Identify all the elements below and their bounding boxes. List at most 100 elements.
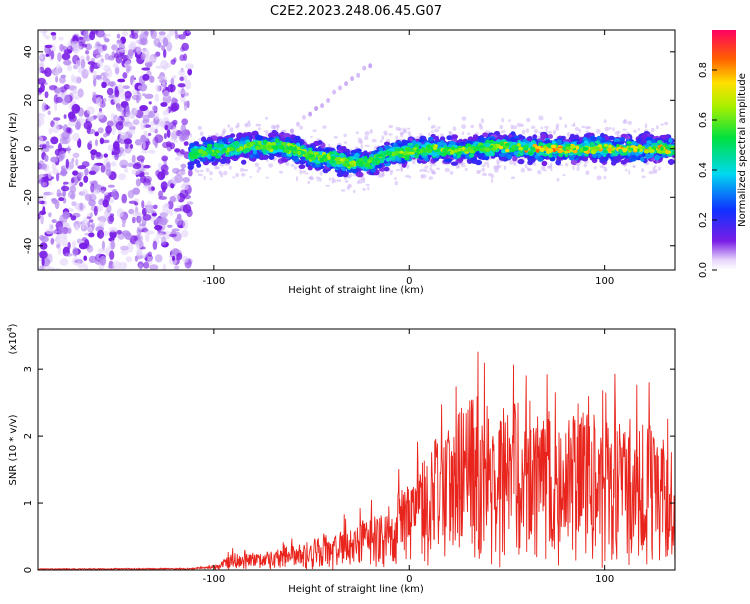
track-halo: [205, 167, 210, 173]
noise-blob: [150, 30, 157, 39]
track-halo: [299, 170, 303, 175]
track-halo: [357, 137, 362, 142]
noise-blob: [180, 163, 187, 169]
track-halo: [308, 176, 313, 180]
noise-blob: [41, 70, 48, 74]
track-halo: [367, 186, 370, 191]
noise-blob: [83, 263, 89, 270]
track-blob: [418, 138, 425, 143]
noise-blob: [79, 202, 84, 211]
noise-blob: [98, 219, 105, 228]
track-halo: [436, 167, 441, 170]
track-halo: [658, 166, 661, 171]
track-halo: [203, 175, 206, 181]
track-halo: [263, 130, 269, 133]
noise-blob: [67, 64, 72, 72]
streak-blob: [296, 121, 300, 127]
track-halo: [461, 131, 465, 136]
noise-blob: [149, 75, 155, 83]
noise-blob: [67, 111, 76, 120]
track-halo: [362, 178, 366, 181]
noise-blob: [170, 137, 176, 142]
noise-blob: [51, 219, 57, 224]
noise-blob: [41, 102, 47, 112]
track-halo: [576, 166, 580, 172]
track-halo: [464, 167, 468, 172]
noise-blob: [131, 154, 136, 164]
noise-blob: [148, 101, 152, 105]
noise-blob: [50, 32, 57, 36]
noise-blob: [39, 61, 45, 67]
track-halo: [408, 176, 412, 179]
track-halo: [494, 169, 499, 173]
track-halo: [307, 180, 311, 185]
noise-blob: [69, 185, 77, 193]
noise-blob: [81, 161, 90, 168]
track-blob: [541, 160, 548, 167]
noise-blob: [59, 76, 66, 84]
track-halo: [381, 135, 385, 141]
noise-blob: [58, 143, 62, 152]
track-halo: [644, 123, 648, 129]
noise-blob: [167, 83, 176, 93]
track-blob: [354, 152, 360, 158]
noise-blob: [119, 131, 128, 140]
noise-blob: [77, 259, 85, 269]
noise-blob: [64, 94, 71, 102]
noise-blob: [147, 132, 152, 137]
track-halo: [648, 170, 654, 175]
track-halo: [622, 119, 628, 125]
noise-blob: [182, 255, 189, 263]
noise-blob: [172, 255, 175, 262]
streak-blob: [356, 72, 361, 78]
noise-blob: [115, 121, 124, 131]
track-blob: [206, 146, 213, 151]
track-halo: [362, 187, 366, 192]
noise-blob: [138, 263, 143, 270]
noise-blob: [86, 244, 94, 253]
noise-blob: [121, 214, 127, 224]
noise-blob: [168, 257, 177, 265]
noise-blob: [83, 255, 88, 261]
noise-blob: [88, 232, 95, 238]
noise-blob: [83, 175, 89, 183]
noise-blob: [181, 118, 188, 126]
noise-blob: [106, 87, 114, 96]
track-halo: [371, 138, 377, 143]
track-halo: [344, 179, 349, 183]
track-halo: [199, 169, 204, 173]
noise-blob: [182, 177, 190, 183]
track-halo: [197, 125, 202, 131]
track-blob: [339, 152, 344, 157]
track-halo: [246, 122, 251, 128]
track-halo: [596, 175, 602, 181]
track-halo: [223, 170, 228, 176]
track-halo: [256, 169, 260, 173]
track-halo: [596, 128, 601, 134]
noise-blob: [126, 52, 133, 60]
noise-blob: [96, 59, 104, 68]
track-blob: [545, 139, 551, 144]
noise-blob: [102, 230, 110, 237]
noise-blob: [116, 208, 124, 218]
track-halo: [576, 163, 580, 167]
track-halo: [550, 162, 553, 166]
track-blob: [569, 133, 575, 139]
noise-blob: [39, 242, 48, 250]
streak-blob: [302, 114, 306, 120]
track-halo: [328, 177, 332, 181]
noise-blob: [166, 129, 171, 138]
noise-blob: [144, 171, 150, 176]
streak-blob: [344, 81, 349, 87]
noise-blob: [61, 236, 68, 247]
track-blob: [385, 157, 393, 161]
noise-blob: [164, 171, 169, 176]
track-halo: [209, 177, 212, 181]
track-halo: [461, 124, 467, 129]
track-halo: [637, 128, 641, 131]
noise-blob: [180, 95, 186, 103]
noise-blob: [81, 219, 85, 230]
streak-blob: [326, 98, 331, 103]
noise-blob: [54, 199, 60, 210]
